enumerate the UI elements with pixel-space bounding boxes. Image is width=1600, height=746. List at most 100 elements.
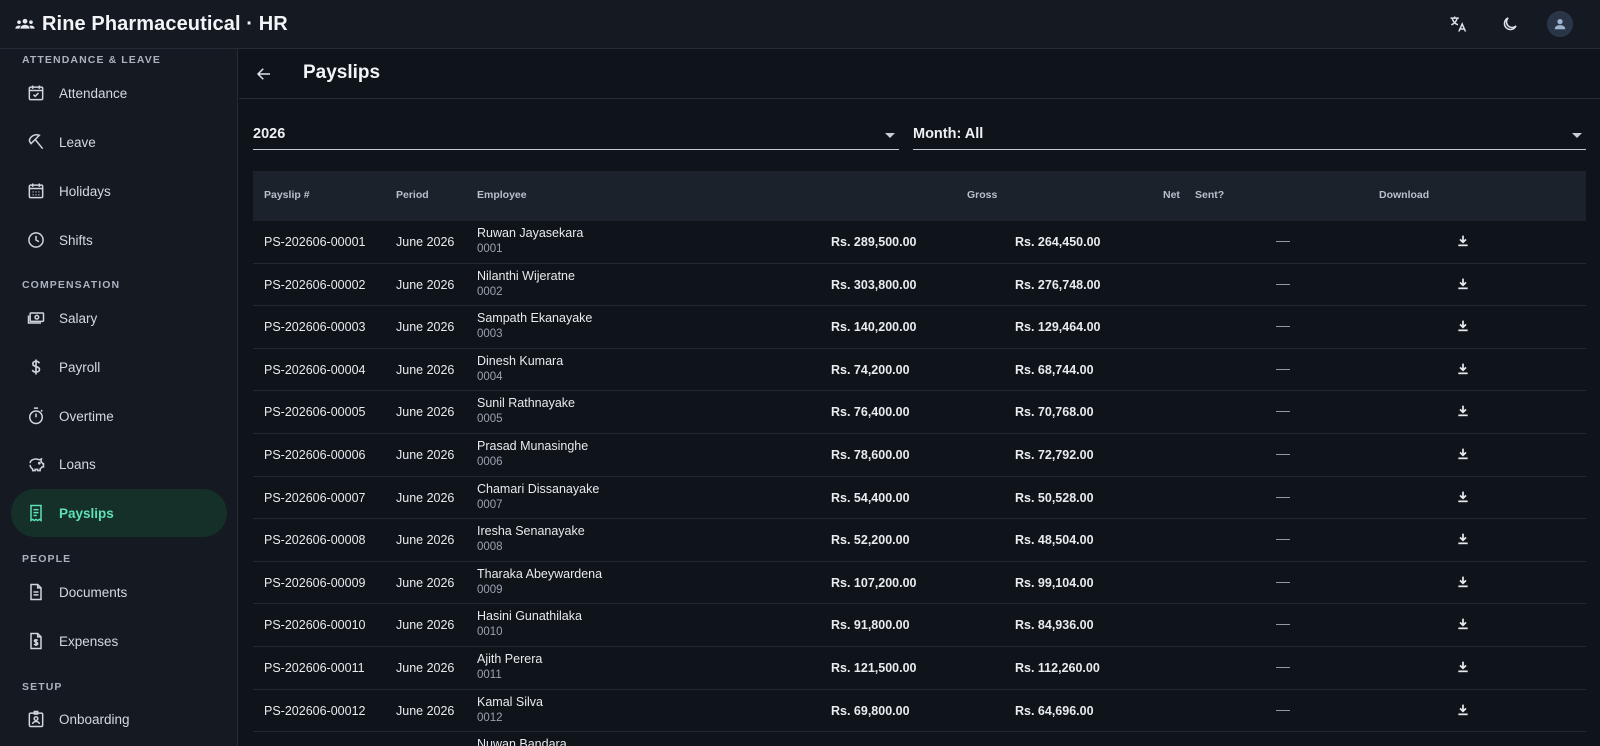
- sent-status: —: [1276, 444, 1290, 461]
- download-icon[interactable]: [1455, 318, 1471, 334]
- download-icon[interactable]: [1455, 446, 1471, 462]
- download-icon[interactable]: [1455, 574, 1471, 590]
- header-net[interactable]: Net: [1163, 189, 1180, 201]
- gross-amount: Rs. 54,400.00: [831, 490, 910, 505]
- net-amount: Rs. 264,450.00: [1015, 235, 1101, 249]
- payslip-number: PS-202606-00006: [264, 447, 366, 462]
- account-avatar[interactable]: [1547, 11, 1573, 37]
- table-row[interactable]: PS-202606-00006 June 2026 Prasad Munasingh…: [253, 434, 1586, 477]
- page-title: Payslips: [303, 62, 381, 83]
- employee: Tharaka Abeywardena 0009: [477, 567, 602, 596]
- header-period[interactable]: Period: [396, 189, 429, 201]
- table-row[interactable]: PS-202606-00009 June 2026 Tharaka Abeyward…: [253, 562, 1586, 605]
- dark-mode-icon[interactable]: [1498, 12, 1522, 36]
- table-row[interactable]: PS-202606-00010 June 2026 Hasini Gunathila…: [253, 604, 1586, 647]
- employee-name: Hasini Gunathilaka: [477, 609, 582, 624]
- net-amount: Rs. 48,504.00: [1015, 533, 1094, 548]
- month-select[interactable]: Month: All: [913, 122, 1586, 150]
- payslip-number: PS-202606-00009: [264, 575, 366, 590]
- table-row[interactable]: PS-202606-00004 June 2026 Dinesh Kumara 000…: [253, 349, 1586, 392]
- sent-status: —: [1276, 274, 1290, 291]
- sidebar-item-attendance[interactable]: Attendance: [11, 69, 227, 117]
- employee-id: 0006: [477, 455, 503, 468]
- sent-status: —: [1276, 317, 1290, 334]
- payslips-table: Payslip # Period Employee Gross Net Sent…: [253, 171, 1586, 746]
- net-amount: Rs. 99,104.00: [1015, 575, 1094, 590]
- employee-id: 0004: [477, 370, 503, 383]
- gross-amount: Rs. 140,200.00: [831, 320, 917, 335]
- employee: Chamari Dissanayake 0007: [477, 482, 599, 511]
- sidebar-item-expenses[interactable]: Expenses: [11, 617, 227, 665]
- payslip-number: PS-202606-00007: [264, 490, 366, 505]
- table-row[interactable]: PS-202606-00011 June 2026 Ajith Perera 0011…: [253, 647, 1586, 690]
- download-icon[interactable]: [1455, 702, 1471, 718]
- net-amount: Rs. 84,936.00: [1015, 618, 1094, 633]
- header-sent[interactable]: Sent?: [1195, 189, 1225, 201]
- payslip-number: PS-202606-00002: [264, 277, 366, 292]
- payslip-number: PS-202606-00005: [264, 405, 366, 420]
- table-row[interactable]: PS-202606-00002 June 2026 Nilanthi Wijerat…: [253, 264, 1586, 307]
- download-icon[interactable]: [1455, 233, 1471, 249]
- header-download: Download: [1379, 189, 1430, 201]
- period: June 2026: [396, 533, 455, 548]
- net-amount: Rs. 112,260.00: [1015, 660, 1100, 675]
- employee-name: Nuwan Bandara: [477, 737, 567, 746]
- sidebar-item-leave[interactable]: Leave: [11, 118, 227, 166]
- sidebar-item-payroll[interactable]: Payroll: [11, 343, 227, 391]
- download-icon[interactable]: [1455, 531, 1471, 547]
- piggy-bank-icon: [25, 453, 47, 475]
- employee-id: 0009: [477, 583, 503, 596]
- table-row[interactable]: Nuwan Bandara: [253, 732, 1586, 746]
- table-header: Payslip # Period Employee Gross Net Sent…: [253, 171, 1586, 221]
- sidebar-item-payslips[interactable]: Payslips: [11, 489, 227, 537]
- sent-status: —: [1276, 402, 1290, 419]
- calendar-icon: [25, 180, 47, 202]
- employee: Sunil Rathnayake 0005: [477, 396, 575, 425]
- sidebar-item-loans[interactable]: Loans: [11, 440, 227, 488]
- employee-name: Chamari Dissanayake: [477, 481, 600, 496]
- table-row[interactable]: PS-202606-00003 June 2026 Sampath Ekanayak…: [253, 306, 1586, 349]
- table-row[interactable]: PS-202606-00005 June 2026 Sunil Rathnayake…: [253, 391, 1586, 434]
- gross-amount: Rs. 91,800.00: [831, 618, 910, 633]
- back-arrow-icon[interactable]: [253, 63, 275, 85]
- gross-amount: Rs. 289,500.00: [831, 235, 917, 249]
- sidebar-item-salary[interactable]: Salary: [11, 294, 227, 342]
- header-employee[interactable]: Employee: [477, 189, 527, 201]
- net-amount: Rs. 50,528.00: [1015, 490, 1094, 505]
- employee: Nilanthi Wijeratne 0002: [477, 269, 575, 298]
- table-row[interactable]: PS-202606-00012 June 2026 Kamal Silva 0012 R…: [253, 690, 1586, 733]
- brand: Rine Pharmaceutical · HR: [0, 13, 288, 36]
- cash-icon: [25, 307, 47, 329]
- table-row[interactable]: PS-202606-00001 June 2026 Ruwan Jayasekara…: [253, 221, 1586, 264]
- employee-name: Tharaka Abeywardena: [477, 566, 603, 581]
- download-icon[interactable]: [1455, 659, 1471, 675]
- header-payslip[interactable]: Payslip #: [264, 189, 310, 201]
- translate-icon[interactable]: [1446, 12, 1470, 36]
- download-icon[interactable]: [1455, 276, 1471, 292]
- table-body: PS-202606-00001 June 2026 Ruwan Jayasekara…: [253, 221, 1586, 746]
- sidebar-item-documents[interactable]: Documents: [11, 568, 227, 616]
- sidebar-item-shifts[interactable]: Shifts: [11, 216, 227, 264]
- sidebar-item-onboarding[interactable]: Onboarding: [11, 695, 227, 743]
- employee-id: 0005: [477, 413, 503, 426]
- badge-icon: [25, 708, 47, 730]
- year-select[interactable]: 2026: [253, 122, 899, 150]
- table-row[interactable]: PS-202606-00007 June 2026 Chamari Dissanay…: [253, 477, 1586, 520]
- employee-name: Sunil Rathnayake: [477, 396, 575, 411]
- receipt-icon: [25, 502, 47, 524]
- header-gross[interactable]: Gross: [967, 189, 998, 201]
- download-icon[interactable]: [1455, 616, 1471, 632]
- net-amount: Rs. 72,792.00: [1015, 447, 1094, 462]
- timer-icon: [25, 405, 47, 427]
- sidebar-item-holidays[interactable]: Holidays: [11, 167, 227, 215]
- download-icon[interactable]: [1455, 403, 1471, 419]
- gross-amount: Rs. 121,500.00: [831, 660, 917, 675]
- download-icon[interactable]: [1455, 489, 1471, 505]
- expense-icon: [25, 630, 47, 652]
- table-row[interactable]: PS-202606-00008 June 2026 Iresha Senanayak…: [253, 519, 1586, 562]
- sidebar-item-overtime[interactable]: Overtime: [11, 392, 227, 440]
- employee: Iresha Senanayake 0008: [477, 524, 585, 553]
- period: June 2026: [396, 618, 455, 633]
- sent-status: —: [1276, 615, 1290, 632]
- download-icon[interactable]: [1455, 361, 1471, 377]
